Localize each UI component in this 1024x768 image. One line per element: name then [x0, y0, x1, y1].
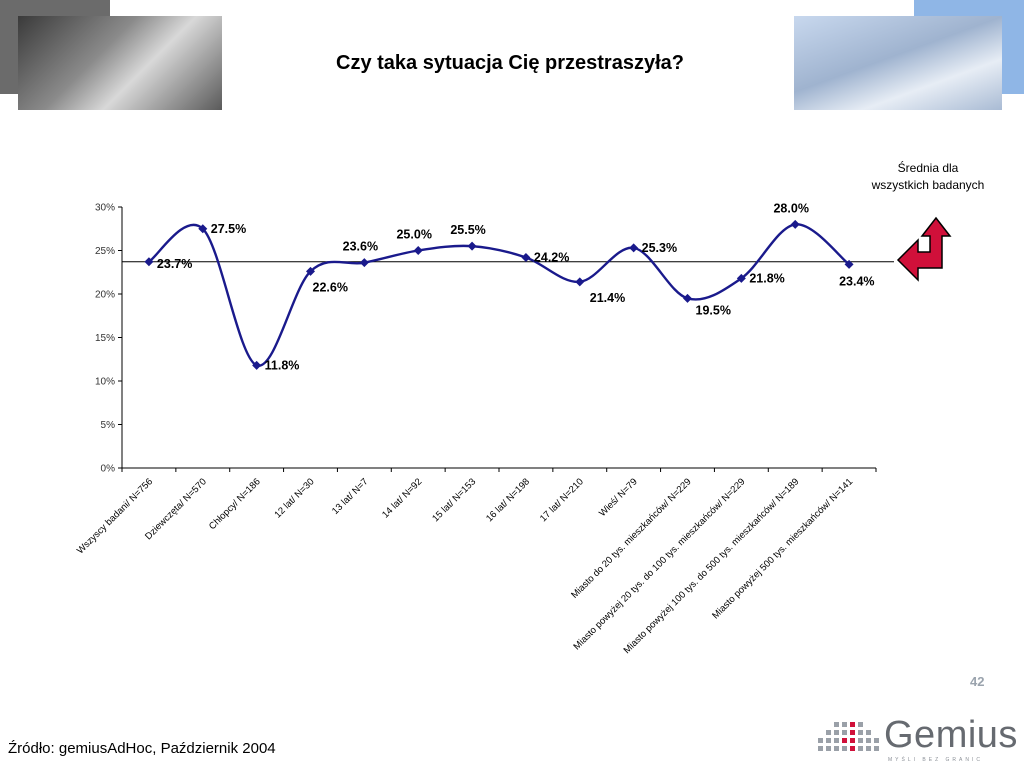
gemius-logo: Gemius MYŚLI BEZ GRANIC [818, 714, 1024, 764]
slide-title: Czy taka sytuacja Cię przestraszyła? [336, 52, 684, 74]
y-tick-label: 30% [95, 203, 115, 214]
average-note: Średnia dla wszystkich badanych [871, 161, 985, 192]
x-tick-label: Wieś/ N=79 [597, 476, 640, 519]
x-tick-label: Miasto do 20 tys. mieszkańców/ N=229 [569, 476, 693, 600]
data-label: 25.5% [450, 223, 485, 237]
photo-boy-at-computer [18, 16, 222, 110]
data-point [790, 219, 800, 229]
y-tick-label: 0% [101, 464, 116, 475]
x-tick-label: 16 lat/ N=198 [484, 476, 532, 524]
data-label: 23.6% [343, 240, 378, 254]
data-point [736, 273, 746, 283]
source-note: Źródło: gemiusAdHoc, Październik 2004 [8, 740, 276, 757]
data-label: 25.0% [396, 228, 431, 242]
data-point [844, 259, 854, 269]
x-tick-label: 15 lat/ N=153 [430, 476, 478, 524]
series-line [148, 223, 850, 367]
x-tick-label: 14 lat/ N=92 [380, 476, 424, 520]
photo-girl-at-computer [794, 16, 1002, 110]
x-tick-label: 17 lat/ N=210 [538, 476, 586, 524]
data-label: 19.5% [696, 303, 731, 317]
data-point [683, 293, 692, 303]
data-point [306, 266, 315, 276]
data-label: 25.3% [642, 241, 677, 255]
data-label: 27.5% [211, 222, 246, 236]
data-label: 23.4% [839, 274, 874, 288]
x-tick-label: 13 lat/ N=7 [330, 476, 370, 516]
y-tick-label: 5% [101, 420, 116, 431]
logo-text: Gemius [884, 714, 1018, 756]
x-tick-label: Wszyscy badani/ N=756 [75, 476, 155, 556]
data-label: 28.0% [773, 201, 808, 215]
data-label: 23.7% [157, 257, 192, 271]
average-arrow-icon [896, 216, 952, 282]
data-label: 24.2% [534, 250, 569, 264]
gemius-logo-mark-icon [818, 722, 879, 751]
data-label: 22.6% [313, 280, 348, 294]
y-tick-label: 15% [95, 333, 115, 344]
data-point [521, 252, 531, 262]
y-tick-label: 20% [95, 290, 115, 301]
data-point [575, 277, 585, 287]
x-tick-label: Chłopcy/ N=186 [207, 476, 263, 532]
logo-tagline: MYŚLI BEZ GRANIC [888, 757, 983, 763]
data-point [467, 241, 477, 251]
x-tick-label: 12 lat/ N=30 [272, 476, 316, 520]
data-point [413, 246, 423, 255]
page-number: 42 [970, 674, 985, 689]
data-label: 11.8% [265, 358, 300, 372]
data-label: 21.8% [749, 271, 784, 285]
data-point [144, 257, 154, 267]
y-tick-label: 10% [95, 377, 115, 388]
data-point [198, 224, 208, 234]
data-label: 21.4% [590, 291, 625, 305]
y-tick-label: 25% [95, 246, 115, 257]
data-point [252, 360, 262, 370]
data-point [629, 243, 639, 253]
data-point [359, 258, 369, 268]
